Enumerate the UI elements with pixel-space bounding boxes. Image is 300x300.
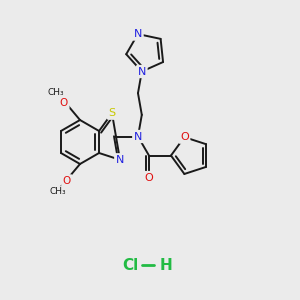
Text: H: H [160, 257, 172, 272]
Text: N: N [116, 155, 124, 165]
Text: O: O [145, 172, 153, 183]
Text: N: N [134, 29, 142, 39]
Text: O: O [63, 176, 71, 186]
Text: S: S [108, 108, 116, 118]
Text: O: O [60, 98, 68, 108]
Text: CH₃: CH₃ [47, 88, 64, 97]
Text: methoxy: methoxy [56, 94, 62, 95]
Text: Cl: Cl [122, 257, 138, 272]
Text: O: O [180, 132, 189, 142]
Text: N: N [134, 131, 142, 142]
Text: CH₃: CH₃ [49, 188, 66, 196]
Text: N: N [138, 67, 146, 76]
